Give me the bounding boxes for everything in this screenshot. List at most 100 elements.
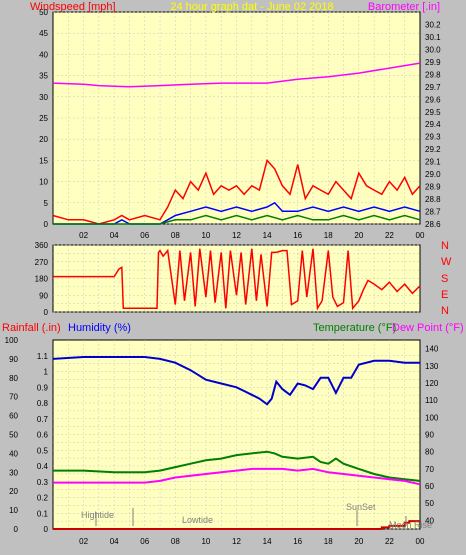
humidity-x-tick-label: 14 — [263, 537, 272, 546]
wind-x-tick-label: 10 — [201, 231, 210, 240]
temperature-tick-label: 40 — [425, 516, 434, 525]
barometer-tick-label: 30.1 — [425, 33, 441, 42]
barometer-tick-label: 29.2 — [425, 145, 441, 154]
temperature-series — [53, 450, 421, 482]
temperature-tick-label: 120 — [425, 379, 439, 388]
wind-x-tick-label: 00 — [416, 231, 425, 240]
wind-series-gust — [52, 158, 421, 225]
barometer-tick-label: 28.6 — [425, 220, 441, 229]
wind-x-tick-label: 14 — [263, 231, 272, 240]
barometer-tick-label: 29.6 — [425, 95, 441, 104]
wind-x-tick-label: 16 — [293, 231, 302, 240]
tick-labels: 0510152025303540455028.628.728.828.929.0… — [5, 8, 441, 546]
direction-tick-label: 90 — [39, 291, 48, 300]
wind-x-tick-label: 08 — [171, 231, 180, 240]
temperature-tick-label: 90 — [425, 431, 434, 440]
rainfall-series — [53, 520, 420, 530]
wind-tick-label: 30 — [39, 93, 48, 102]
barometer-tick-label: 28.9 — [425, 183, 441, 192]
humidity-x-tick-label: 02 — [79, 537, 88, 546]
barometer-tick-label: 29.3 — [425, 133, 441, 142]
compass-n-top: N — [441, 240, 449, 252]
humidity-x-tick-label: 00 — [416, 537, 425, 546]
wind-x-tick-label: 20 — [354, 231, 363, 240]
rainfall-tick-label: 0.4 — [37, 462, 49, 471]
wind-x-tick-label: 02 — [79, 231, 88, 240]
wind-tick-label: 40 — [39, 50, 48, 59]
barometer-tick-label: 30.2 — [425, 20, 441, 29]
direction-series — [53, 248, 421, 311]
barometer-tick-label: 28.8 — [425, 195, 441, 204]
barometer-tick-label: 29.5 — [425, 108, 441, 117]
compass-s: S — [441, 273, 448, 285]
temperature-tick-label: 60 — [425, 482, 434, 491]
wind-tick-label: 35 — [39, 72, 48, 81]
barometer-tick-label: 29.9 — [425, 58, 441, 67]
humidity-tick-label: 30 — [9, 468, 18, 477]
humidity-title: Humidity (%) — [68, 322, 131, 334]
rainfall-tick-label: 1 — [44, 368, 49, 377]
temperature-tick-label: 100 — [425, 413, 439, 422]
barometer-tick-label: 29.0 — [425, 170, 441, 179]
barometer-tick-label: 29.1 — [425, 158, 441, 167]
humidity-tick-label: 10 — [9, 506, 18, 515]
wind-x-tick-label: 22 — [385, 231, 394, 240]
temperature-title: Temperature (°F) — [313, 322, 396, 334]
rainfall-title: Rainfall (.in) — [2, 322, 61, 334]
temperature-tick-label: 80 — [425, 448, 434, 457]
wind-tick-label: 0 — [44, 220, 49, 229]
humidity-x-tick-label: 18 — [324, 537, 333, 546]
wind-tick-label: 50 — [39, 8, 48, 17]
barometer-tick-label: 30.0 — [425, 45, 441, 54]
dewpoint-title: Dew Point (°F) — [392, 322, 464, 334]
humidity-x-tick-label: 16 — [293, 537, 302, 546]
wind-title: Windspeed [mph] — [30, 1, 116, 13]
compass-n-bottom: N — [441, 305, 449, 317]
wind-tick-label: 10 — [39, 178, 48, 187]
humidity-x-tick-label: 08 — [171, 537, 180, 546]
humidity-tick-label: 70 — [9, 393, 18, 402]
dewpoint-series — [53, 467, 421, 486]
humidity-x-tick-label: 10 — [201, 537, 210, 546]
direction-tick-label: 360 — [35, 241, 49, 250]
wind-x-tick-label: 06 — [140, 231, 149, 240]
barometer-tick-label: 29.4 — [425, 120, 441, 129]
wind-series-low — [53, 214, 421, 225]
humidity-tick-label: 0 — [14, 525, 19, 534]
wind-tick-label: 45 — [39, 29, 48, 38]
hightide-label: Hightide — [81, 510, 114, 520]
temperature-tick-label: 70 — [425, 465, 434, 474]
rainfall-tick-label: 0.5 — [37, 446, 49, 455]
humidity-tick-label: 40 — [9, 449, 18, 458]
wind-tick-label: 5 — [44, 199, 49, 208]
temperature-tick-label: 110 — [425, 396, 438, 405]
series-lines — [52, 62, 421, 530]
wind-tick-label: 15 — [39, 156, 48, 165]
barometer-title: Barometer [.in] — [368, 1, 440, 13]
sunset-label: SunSet — [346, 502, 376, 512]
rainfall-tick-label: 1.1 — [37, 352, 49, 361]
humidity-series — [52, 356, 420, 406]
temperature-tick-label: 50 — [425, 499, 434, 508]
rainfall-tick-label: 0.3 — [37, 478, 49, 487]
compass-w: W — [441, 256, 452, 268]
lowtide-label: Lowtide — [182, 515, 213, 525]
humidity-x-tick-label: 06 — [140, 537, 149, 546]
rainfall-tick-label: 0 — [44, 525, 49, 534]
wind-x-tick-label: 18 — [324, 231, 333, 240]
rainfall-tick-label: 0.6 — [37, 431, 49, 440]
barometer-tick-label: 29.7 — [425, 83, 441, 92]
humidity-tick-label: 80 — [9, 374, 18, 383]
humidity-tick-label: 50 — [9, 431, 18, 440]
humidity-tick-label: 60 — [9, 412, 18, 421]
barometer-tick-label: 29.8 — [425, 70, 441, 79]
direction-tick-label: 180 — [35, 275, 49, 284]
moonrise-label: Moon Rise — [389, 520, 432, 530]
humidity-tick-label: 20 — [9, 487, 18, 496]
temperature-tick-label: 140 — [425, 345, 439, 354]
rainfall-tick-label: 0.7 — [37, 415, 49, 424]
direction-tick-label: 0 — [44, 308, 49, 317]
rainfall-tick-label: 0.1 — [37, 509, 49, 518]
wind-tick-label: 20 — [39, 135, 48, 144]
wind-x-tick-label: 04 — [110, 231, 119, 240]
